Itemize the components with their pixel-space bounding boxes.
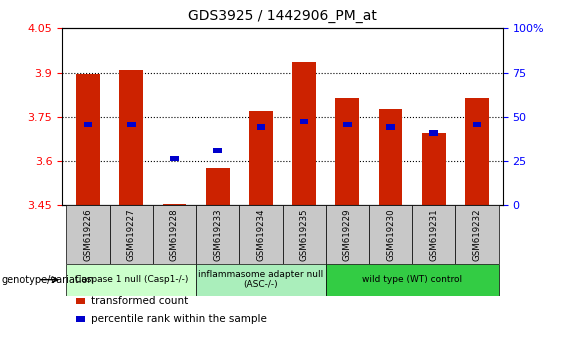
Text: inflammasome adapter null
(ASC-/-): inflammasome adapter null (ASC-/-) [198,270,324,289]
Bar [153,205,196,264]
Text: GSM619234: GSM619234 [257,208,266,261]
Text: GSM619235: GSM619235 [299,208,308,261]
Text: GSM619232: GSM619232 [472,208,481,261]
Bar [110,205,153,264]
Bar [196,264,325,296]
Bar [170,156,179,161]
Bar [325,205,369,264]
Text: transformed count: transformed count [91,296,188,306]
Bar [127,121,136,127]
Bar [67,264,196,296]
Text: percentile rank within the sample: percentile rank within the sample [91,314,267,324]
Bar [163,204,186,205]
Bar [386,125,395,130]
Bar [465,98,489,205]
Bar [292,62,316,205]
Bar [455,205,498,264]
Bar [343,121,351,127]
Bar [282,205,325,264]
Text: GSM619230: GSM619230 [386,208,395,261]
Text: GSM619229: GSM619229 [343,208,352,261]
Text: Caspase 1 null (Casp1-/-): Caspase 1 null (Casp1-/-) [75,275,188,284]
Bar [84,121,93,127]
Bar [429,130,438,136]
Text: GSM619228: GSM619228 [170,208,179,261]
Bar [240,205,282,264]
Bar [379,109,402,205]
Bar [412,205,455,264]
Text: GSM619231: GSM619231 [429,208,438,261]
Text: wild type (WT) control: wild type (WT) control [362,275,462,284]
Bar [300,119,308,124]
Bar [119,70,143,205]
Bar [422,133,446,205]
Text: GSM619233: GSM619233 [213,208,222,261]
Bar [67,205,110,264]
Text: GSM619227: GSM619227 [127,208,136,261]
Bar [196,205,240,264]
Bar [206,169,229,205]
Text: GDS3925 / 1442906_PM_at: GDS3925 / 1442906_PM_at [188,9,377,23]
Text: GSM619226: GSM619226 [84,208,93,261]
Bar [214,148,222,153]
Bar [76,74,100,205]
Bar [472,121,481,127]
Bar [249,111,273,205]
Bar [369,205,412,264]
Bar [257,125,265,130]
Text: genotype/variation: genotype/variation [1,275,94,285]
Bar [325,264,498,296]
Bar [336,98,359,205]
